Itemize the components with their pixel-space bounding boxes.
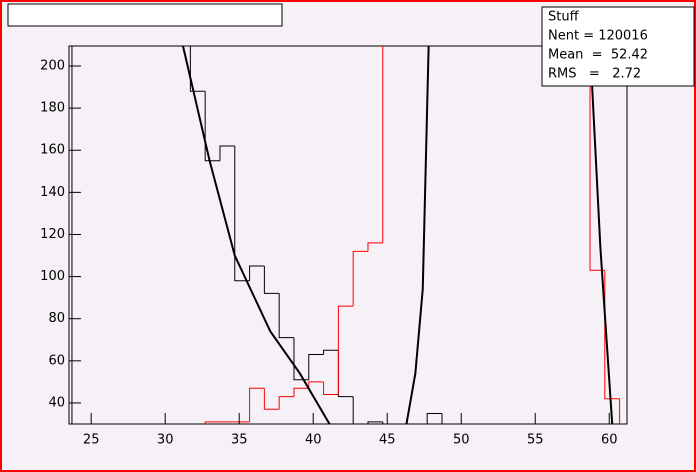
- y-tick-label: 200: [40, 59, 65, 74]
- stats-frame: [541, 6, 695, 87]
- histogram-bin: [308, 381, 324, 389]
- histogram-bin: [589, 46, 605, 271]
- histogram-bin: [204, 91, 220, 162]
- histogram-bin: [323, 349, 339, 355]
- fit-curve: [589, 46, 614, 424]
- histogram-bin: [293, 387, 309, 397]
- histogram-bin: [426, 412, 442, 424]
- x-tick-label: 45: [379, 433, 396, 448]
- histogram-bin: [337, 305, 354, 395]
- x-tick-label: 30: [157, 433, 174, 448]
- x-tick-label: 25: [83, 433, 100, 448]
- plot-area: [71, 46, 621, 424]
- y-tick-label: 160: [40, 143, 65, 158]
- x-tick-label: 35: [231, 433, 248, 448]
- x-tick-label: 60: [601, 433, 618, 448]
- histogram-bin: [278, 293, 294, 339]
- fit-curve: [181, 46, 331, 424]
- histogram-bin: [249, 387, 265, 422]
- axes: 40 60 80 100 120 140 160 180 200 25 30 35 40 45 50 55 60: [40, 59, 617, 448]
- histogram-bin: [234, 146, 250, 282]
- histogram-bin: [367, 421, 383, 424]
- x-tick-label: 50: [453, 433, 470, 448]
- histogram-bin: [308, 354, 324, 380]
- x-tick-label: 40: [305, 433, 322, 448]
- histogram-bin: [352, 250, 368, 307]
- histogram-bin: [249, 265, 265, 281]
- y-tick-label: 180: [40, 101, 65, 116]
- histogram-bin: [367, 242, 383, 252]
- histogram-bin: [263, 388, 280, 410]
- histogram-bin: [263, 266, 280, 294]
- stats-box: Stuff Nent = 120016 Mean = 52.42 RMS = 2…: [541, 6, 695, 87]
- y-tick-label: 40: [48, 395, 65, 410]
- histogram-bin: [278, 396, 294, 410]
- histogram-bin: [189, 46, 206, 92]
- stats-line: Nent = 120016: [548, 29, 648, 44]
- x-tick-label: 55: [527, 433, 544, 448]
- stats-line: RMS = 2.72: [548, 67, 641, 82]
- y-tick-label: 140: [40, 185, 65, 200]
- histogram-bin: [323, 381, 339, 396]
- stats-title: Stuff: [548, 10, 580, 25]
- title-box: [7, 3, 283, 27]
- y-tick-label: 80: [48, 311, 65, 326]
- histogram-bin: [204, 421, 220, 424]
- fit-curve: [405, 46, 430, 424]
- y-tick-label: 60: [48, 353, 65, 368]
- y-tick-label: 120: [40, 227, 65, 242]
- y-tick-label: 100: [40, 269, 65, 284]
- stats-line: Mean = 52.42: [548, 48, 648, 63]
- frame: [68, 45, 628, 425]
- histogram-bin: [219, 145, 235, 161]
